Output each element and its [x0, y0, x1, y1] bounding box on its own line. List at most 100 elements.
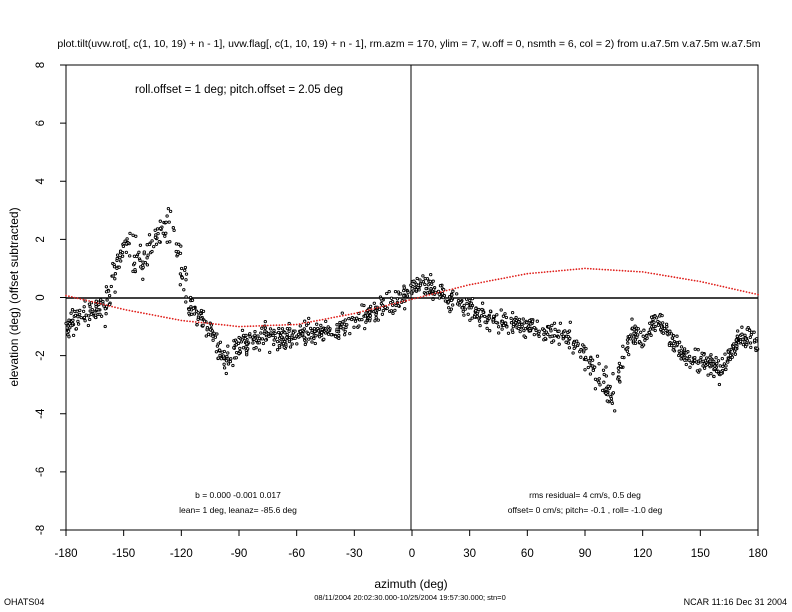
obs-point	[113, 290, 117, 294]
fit-point	[111, 305, 113, 308]
obs-point	[550, 334, 554, 338]
fit-point	[73, 296, 76, 299]
obs-point	[307, 316, 311, 321]
obs-point	[566, 334, 570, 339]
obs-point	[636, 327, 640, 331]
obs-point	[406, 290, 410, 295]
obs-point	[654, 316, 659, 320]
obs-point	[679, 357, 683, 361]
obs-point	[499, 308, 503, 312]
obs-point	[344, 325, 348, 330]
fit-point	[448, 288, 451, 291]
fit-point	[264, 324, 266, 327]
obs-point	[184, 278, 188, 282]
obs-point	[395, 297, 400, 301]
obs-point	[430, 282, 434, 286]
obs-point	[557, 329, 561, 333]
fit-point	[509, 276, 511, 278]
obs-point	[276, 330, 281, 335]
fit-point	[304, 322, 307, 324]
x-tick-label: -90	[231, 548, 248, 560]
y-tick-label: -6	[35, 467, 47, 477]
fit-point	[148, 313, 151, 316]
obs-point	[522, 334, 526, 338]
obs-point	[212, 331, 216, 335]
x-tick-label: -60	[288, 548, 305, 560]
fit-point	[243, 325, 246, 328]
obs-point	[522, 328, 526, 333]
obs-point	[672, 341, 676, 346]
obs-point	[245, 342, 249, 346]
obs-point	[119, 259, 123, 263]
obs-point	[312, 326, 317, 331]
obs-point	[158, 226, 163, 231]
obs-point	[749, 345, 753, 350]
obs-point	[451, 303, 455, 307]
fit-point	[399, 301, 402, 303]
obs-point	[601, 368, 606, 372]
obs-point	[112, 265, 117, 269]
fit-point	[549, 270, 552, 273]
lean-annotation: lean= 1 deg, leanaz= -85.6 deg	[179, 505, 297, 515]
obs-point	[222, 362, 226, 366]
obs-point	[360, 303, 364, 307]
obs-point	[567, 346, 572, 350]
fit-point	[252, 325, 255, 327]
obs-point	[105, 298, 109, 302]
obs-point	[220, 350, 224, 354]
obs-point	[396, 290, 401, 294]
obs-point	[542, 328, 546, 333]
obs-point	[483, 314, 487, 319]
fit-point	[93, 301, 96, 304]
axis-ticks: -180 -150 -120 -90 -60 -30 0 30 60 90 120 150 180-8-…	[35, 62, 768, 560]
footer-left: OHATS04	[4, 597, 44, 607]
obs-point	[667, 343, 672, 348]
obs-point	[426, 283, 430, 287]
obs-point	[613, 409, 617, 413]
obs-point	[259, 331, 263, 335]
fit-point	[295, 323, 298, 326]
fit-point	[731, 287, 733, 290]
obs-point	[307, 337, 311, 341]
obs-point	[602, 380, 606, 384]
fit-point	[362, 310, 364, 313]
obs-point	[218, 353, 222, 358]
obs-point	[718, 364, 722, 368]
fit-point	[359, 311, 361, 313]
obs-point	[495, 313, 499, 317]
obs-point	[199, 317, 203, 321]
obs-point	[651, 327, 655, 331]
obs-point	[610, 399, 614, 404]
obs-point	[529, 322, 533, 326]
obs-point	[736, 329, 740, 333]
obs-point	[708, 359, 712, 363]
obs-point	[745, 327, 749, 331]
obs-point	[647, 330, 651, 335]
obs-point	[418, 278, 422, 282]
obs-point	[618, 364, 623, 369]
obs-point	[310, 330, 314, 335]
obs-point	[293, 336, 297, 341]
obs-point	[741, 342, 746, 347]
obs-point	[744, 337, 748, 341]
obs-point	[546, 332, 550, 336]
obs-point	[572, 346, 576, 351]
fit-point	[336, 315, 338, 318]
fit-point	[350, 313, 353, 315]
obs-point	[282, 345, 286, 349]
fit-point	[428, 294, 431, 296]
obs-point	[402, 288, 406, 293]
obs-point	[477, 319, 482, 323]
obs-point	[423, 282, 427, 287]
obs-point	[753, 338, 757, 342]
obs-point	[273, 336, 278, 340]
fit-point	[206, 322, 209, 325]
fit-point	[194, 321, 197, 323]
obs-point	[661, 321, 665, 325]
footer-right: NCAR 11:16 Dec 31 2004	[684, 597, 787, 607]
obs-point	[527, 324, 531, 328]
obs-point	[564, 340, 568, 344]
obs-point	[735, 334, 739, 338]
obs-point	[248, 332, 252, 336]
